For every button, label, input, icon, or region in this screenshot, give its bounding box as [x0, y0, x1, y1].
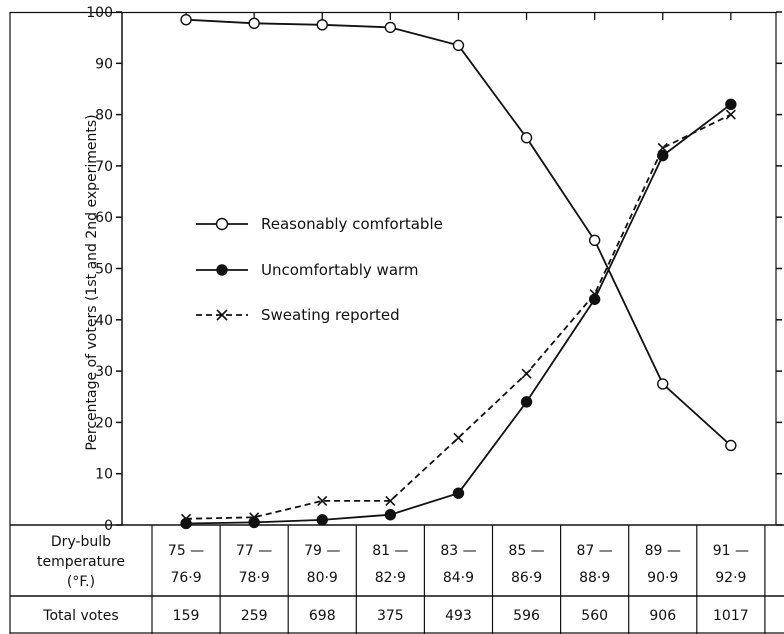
data-point-open: [452, 39, 465, 52]
data-point-cross: [725, 109, 736, 120]
data-point-cross: [385, 495, 396, 506]
x-category-top: 77 —: [236, 543, 272, 559]
x-category-bottom: 82·9: [375, 570, 406, 586]
y-tick-label: 80: [95, 108, 113, 124]
series-line: [186, 113, 732, 520]
y-tick-label: 60: [95, 210, 113, 226]
data-point-open: [588, 234, 601, 246]
legend-label: Reasonably comfortable: [261, 215, 443, 233]
data-point-cross: [657, 142, 668, 154]
x-category-bottom: 92·9: [715, 570, 746, 586]
legend-marker-cross: [216, 309, 228, 321]
x-category-top: 83 —: [440, 543, 476, 559]
total-votes-value: 906: [649, 608, 676, 624]
data-point-cross: [521, 368, 532, 379]
data-point-cross: [317, 495, 328, 506]
x-category-top: 81 —: [372, 543, 408, 559]
data-point-open: [725, 439, 737, 452]
legend-label: Sweating reported: [261, 306, 400, 324]
x-category-bottom: 78·9: [239, 570, 270, 586]
x-category-bottom: 84·9: [443, 570, 474, 586]
x-category-top: 89 —: [645, 543, 681, 559]
cross-stroke: [317, 495, 328, 506]
series-layer: [180, 13, 737, 530]
cross-stroke: [180, 513, 192, 524]
data-point-filled: [725, 98, 737, 111]
cross-stroke: [385, 495, 396, 506]
data-point-open: [248, 17, 260, 29]
x-category-top: 75 —: [168, 543, 204, 559]
total-votes-value: 159: [173, 608, 200, 624]
data-point-open: [384, 21, 397, 34]
x-category-bottom: 86·9: [511, 570, 542, 586]
cross-stroke: [725, 109, 736, 120]
data-point-cross: [180, 513, 192, 524]
axes: 0 10 20 30 40 50 60 70 80 90 100 Percentage of vote…: [9, 5, 782, 634]
total-votes-value: 493: [445, 608, 472, 624]
cross-stroke: [249, 512, 260, 523]
legend: Reasonably comfortable Uncomfortably warm…: [196, 215, 443, 324]
x-axis-header: (°F.): [67, 574, 95, 590]
legend-marker-filled: [216, 264, 228, 276]
x-category-top: 87 —: [577, 543, 613, 559]
data-point-cross: [249, 512, 260, 523]
legend-marker-open: [215, 217, 229, 231]
x-category-top: 79 —: [304, 543, 340, 559]
x-category-top: 85 —: [508, 543, 544, 559]
data-point-filled: [657, 149, 669, 162]
total-votes-value: 1017: [713, 608, 749, 624]
total-votes-value: 375: [377, 608, 404, 624]
y-tick-label: 10: [95, 467, 113, 483]
x-axis-header: temperature: [37, 554, 125, 570]
y-tick-label: 20: [95, 415, 113, 431]
total-votes-label: Total votes: [42, 608, 118, 624]
cross-stroke: [657, 142, 668, 154]
x-category-bottom: 88·9: [579, 570, 610, 586]
x-category-bottom: 76·9: [170, 570, 201, 586]
legend-label: Uncomfortably warm: [261, 261, 419, 279]
x-category-bottom: 80·9: [307, 570, 338, 586]
x-axis-header: Dry-bulb: [51, 534, 111, 550]
data-point-cross: [589, 289, 600, 300]
data-point-open: [316, 19, 328, 31]
data-point-open: [657, 378, 669, 390]
data-point-filled: [452, 487, 465, 499]
total-votes-value: 560: [581, 608, 608, 624]
total-votes-value: 259: [241, 608, 268, 624]
data-point-filled: [316, 514, 328, 526]
total-votes-value: 698: [309, 608, 336, 624]
data-point-open: [520, 131, 533, 144]
x-category-top: 91 —: [713, 543, 749, 559]
data-point-filled: [520, 396, 533, 408]
y-tick-label: 70: [95, 159, 113, 175]
votes-table: Dry-bulb temperature (°F.) Total votes 75 — 7…: [10, 524, 784, 634]
y-tick-label: 0: [104, 518, 113, 534]
y-tick-label: 100: [86, 5, 113, 21]
data-point-filled: [384, 509, 397, 521]
y-tick-label: 40: [95, 313, 113, 329]
total-votes-value: 596: [513, 608, 540, 624]
cross-stroke: [521, 368, 532, 379]
data-point-open: [180, 13, 192, 26]
data-point-cross: [453, 432, 464, 443]
data-point-filled: [248, 516, 260, 529]
data-point-filled: [588, 293, 601, 305]
cross-stroke: [589, 289, 600, 300]
cross-stroke: [453, 432, 464, 443]
y-tick-label: 50: [95, 262, 113, 278]
x-category-bottom: 90·9: [647, 570, 678, 586]
y-tick-label: 30: [95, 364, 113, 380]
y-tick-label: 90: [95, 56, 113, 72]
y-axis-label: Percentage of voters (1st and 2nd experi…: [84, 114, 100, 450]
